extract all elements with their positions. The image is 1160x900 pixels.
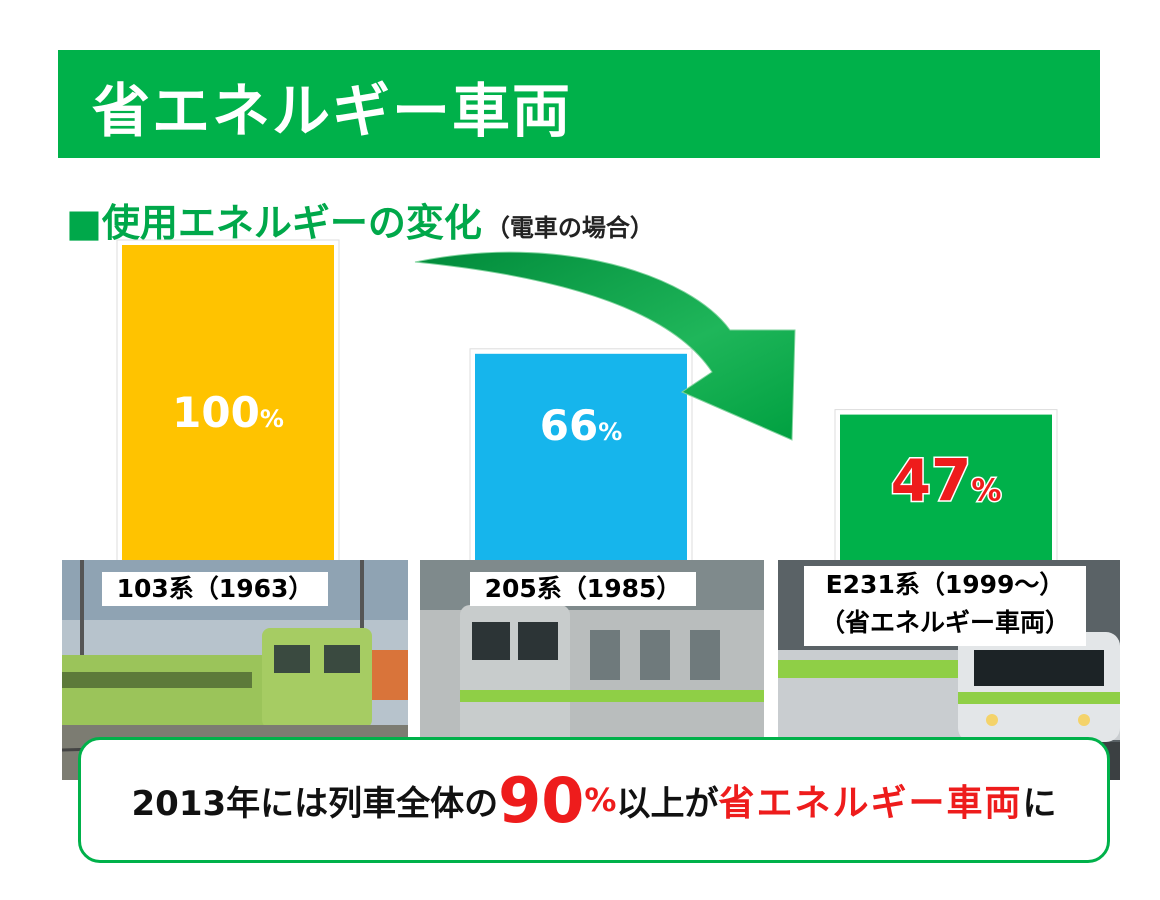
chart-subtitle: ■使用エネルギーの変化 （電車の場合） [66,192,654,247]
conclusion-suffix: に [1022,783,1057,824]
conclusion-text: 2013年には列車全体の 90% 以上が 省エネルギー車両に [81,740,1107,860]
caption-103: 103系（1963） [102,572,328,606]
page-title: 省エネルギー車両 [92,77,573,145]
bar-value-label-0: 100% [172,388,284,437]
conclusion-big-number: 90 [498,763,585,837]
caption-e231: E231系（1999～） （省エネルギー車両） [804,566,1086,646]
caption-205: 205系（1985） [470,572,696,606]
conclusion-highlight: 省エネルギー車両 [718,783,1023,824]
bar-value-label-1: 66% [540,401,623,450]
conclusion-pct: % [584,781,617,819]
subtitle-main: ■使用エネルギーの変化 [66,201,482,245]
title-bar [58,50,1100,158]
conclusion-box: 2013年には列車全体の 90% 以上が 省エネルギー車両に [78,737,1110,863]
bar-0 [122,245,334,565]
conclusion-middle: 以上が [616,783,719,824]
caption-e231-line1: E231系（1999～） [825,570,1065,599]
decrease-arrow-icon [414,251,796,441]
subtitle-note: （電車の場合） [485,214,654,242]
bar-1 [475,353,687,565]
conclusion-prefix: 2013年には列車全体の [131,783,499,824]
bar-value-label-2: 47% [891,447,1002,515]
caption-e231-line2: （省エネルギー車両） [819,608,1070,637]
bar-2 [840,414,1052,565]
